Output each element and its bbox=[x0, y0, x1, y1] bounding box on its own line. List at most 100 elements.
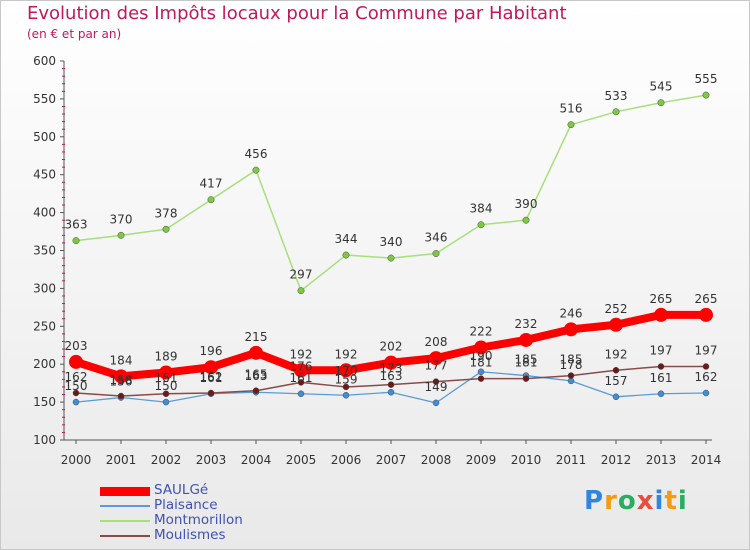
data-label: 176 bbox=[290, 359, 313, 373]
data-point bbox=[477, 221, 485, 229]
legend-swatch-saulge bbox=[100, 487, 150, 496]
x-tick-label: 2008 bbox=[421, 453, 452, 467]
data-point bbox=[522, 216, 530, 224]
y-tick-label: 400 bbox=[33, 206, 56, 220]
x-tick-label: 2001 bbox=[106, 453, 137, 467]
chart-legend: SAULGé Plaisance Montmorillon Moulismes bbox=[100, 482, 300, 543]
data-point bbox=[297, 287, 305, 295]
data-point bbox=[567, 372, 575, 379]
data-point bbox=[522, 375, 530, 382]
y-tick-label: 450 bbox=[33, 168, 56, 182]
data-point bbox=[114, 369, 128, 384]
data-label: 252 bbox=[605, 302, 628, 316]
data-label: 516 bbox=[560, 102, 583, 116]
data-label: 185 bbox=[515, 353, 538, 367]
data-point bbox=[342, 251, 350, 259]
data-label: 378 bbox=[155, 206, 178, 220]
logo-letter: r bbox=[604, 486, 618, 516]
data-point bbox=[654, 307, 668, 322]
data-point bbox=[474, 340, 488, 355]
data-label: 190 bbox=[470, 349, 493, 363]
legend-item-montmorillon[interactable]: Montmorillon bbox=[100, 512, 300, 528]
data-point bbox=[159, 365, 173, 380]
data-point bbox=[387, 381, 395, 388]
x-tick-label: 2010 bbox=[511, 453, 542, 467]
data-point bbox=[162, 390, 170, 398]
data-point bbox=[339, 363, 353, 378]
data-label: 177 bbox=[425, 359, 448, 373]
data-point bbox=[204, 360, 218, 375]
x-tick-label: 2002 bbox=[151, 453, 182, 467]
data-label: 150 bbox=[155, 379, 178, 393]
y-tick-label: 350 bbox=[33, 244, 56, 258]
data-label: 202 bbox=[380, 340, 403, 354]
data-label: 363 bbox=[65, 218, 88, 232]
legend-item-saulge[interactable]: SAULGé bbox=[100, 482, 300, 498]
data-label: 340 bbox=[380, 235, 403, 249]
legend-swatch-plaisance bbox=[100, 505, 150, 507]
data-label: 265 bbox=[650, 292, 673, 306]
data-point bbox=[297, 379, 305, 386]
data-label: 192 bbox=[335, 347, 358, 361]
data-point bbox=[207, 389, 215, 397]
data-label: 192 bbox=[290, 347, 313, 361]
data-label: 417 bbox=[200, 177, 223, 191]
data-point bbox=[72, 237, 80, 245]
data-point bbox=[477, 368, 485, 376]
data-point bbox=[567, 121, 575, 129]
data-label: 162 bbox=[65, 370, 88, 384]
y-tick-label: 200 bbox=[33, 357, 56, 371]
y-tick-label: 100 bbox=[33, 433, 56, 447]
data-label: 370 bbox=[110, 212, 133, 226]
data-label: 192 bbox=[605, 347, 628, 361]
logo-letter: t bbox=[664, 486, 678, 516]
data-label: 149 bbox=[425, 380, 448, 394]
data-point bbox=[384, 355, 398, 370]
y-tick-label: 150 bbox=[33, 395, 56, 409]
data-point bbox=[72, 389, 80, 397]
data-point bbox=[342, 392, 350, 399]
data-point bbox=[699, 307, 713, 322]
data-label: 297 bbox=[290, 268, 313, 282]
data-label: 533 bbox=[605, 89, 628, 103]
data-label: 344 bbox=[335, 232, 358, 246]
data-label: 178 bbox=[560, 358, 583, 372]
data-label: 203 bbox=[65, 339, 88, 353]
legend-swatch-montmorillon bbox=[100, 520, 150, 522]
data-point bbox=[564, 322, 578, 337]
legend-item-plaisance[interactable]: Plaisance bbox=[100, 497, 300, 513]
data-label: 232 bbox=[515, 317, 538, 331]
data-label: 173 bbox=[380, 362, 403, 376]
data-label: 196 bbox=[200, 344, 223, 358]
y-tick-label: 600 bbox=[33, 54, 56, 68]
x-tick-label: 2014 bbox=[691, 453, 722, 467]
data-label: 162 bbox=[695, 370, 718, 384]
legend-label-plaisance: Plaisance bbox=[154, 497, 218, 513]
y-tick-label: 550 bbox=[33, 92, 56, 106]
legend-label-saulge: SAULGé bbox=[154, 482, 209, 498]
legend-item-moulismes[interactable]: Moulismes bbox=[100, 527, 300, 543]
data-label: 189 bbox=[155, 350, 178, 364]
data-label: 208 bbox=[425, 335, 448, 349]
data-label: 161 bbox=[650, 371, 673, 385]
data-point bbox=[612, 367, 620, 374]
data-point bbox=[657, 390, 665, 398]
x-tick-label: 2012 bbox=[601, 453, 632, 467]
data-label: 162 bbox=[200, 370, 223, 384]
data-point bbox=[297, 390, 305, 398]
data-label: 246 bbox=[560, 306, 583, 320]
data-label: 163 bbox=[245, 369, 268, 383]
data-point bbox=[117, 392, 125, 400]
data-label: 165 bbox=[245, 368, 268, 382]
data-point bbox=[72, 398, 80, 406]
data-point bbox=[432, 399, 440, 407]
data-label: 156 bbox=[110, 375, 133, 389]
y-tick-label: 500 bbox=[33, 130, 56, 144]
logo-letter: o bbox=[617, 486, 637, 516]
data-point bbox=[429, 351, 443, 366]
data-label: 555 bbox=[695, 72, 718, 86]
data-label: 181 bbox=[470, 356, 493, 370]
data-point bbox=[117, 231, 125, 239]
data-point bbox=[432, 250, 440, 257]
